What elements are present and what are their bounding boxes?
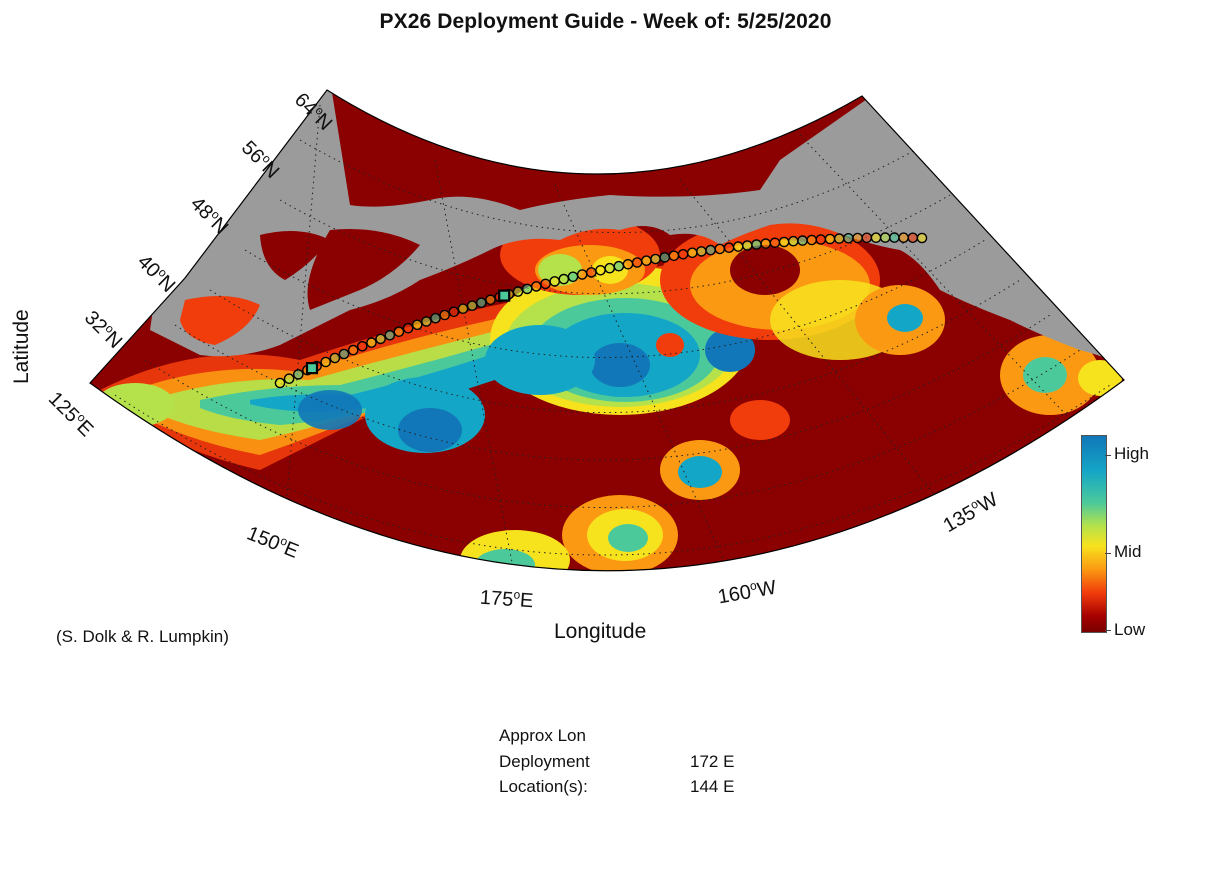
deployment-heading: Approx Lon xyxy=(499,726,586,745)
graticule xyxy=(114,104,1111,571)
track-point xyxy=(843,232,854,244)
ship-track xyxy=(274,232,928,389)
track-point xyxy=(677,248,689,260)
track-point xyxy=(861,232,873,244)
track-point xyxy=(292,369,304,380)
track-point xyxy=(916,232,928,244)
track-point xyxy=(375,333,386,345)
track-point xyxy=(604,262,616,274)
track-point xyxy=(466,300,478,312)
colorbar-tick-high xyxy=(1105,455,1111,456)
deployment-label-1: Deployment xyxy=(499,751,590,771)
track-point xyxy=(439,309,451,321)
colorbar xyxy=(1081,435,1107,633)
page-title: PX26 Deployment Guide - Week of: 5/25/20… xyxy=(379,10,832,33)
track-point xyxy=(283,373,295,385)
track-point xyxy=(512,286,524,297)
track-point xyxy=(696,246,707,257)
track-point xyxy=(448,306,460,318)
deployment-marker-172e xyxy=(498,289,511,302)
track-point xyxy=(742,240,753,251)
colorbar-label-mid: Mid xyxy=(1114,542,1142,561)
track-point xyxy=(907,232,919,244)
track-point xyxy=(274,377,286,389)
track-point xyxy=(558,273,570,285)
track-point xyxy=(411,319,423,331)
track-point xyxy=(540,278,551,290)
track-point xyxy=(760,238,772,249)
track-point xyxy=(788,235,799,247)
y-axis-label: Latitude xyxy=(10,309,33,384)
track-point xyxy=(852,232,863,244)
track-point xyxy=(687,247,698,259)
track-point xyxy=(815,234,827,245)
track-point xyxy=(631,257,643,268)
deployment-location-1: 172 E xyxy=(690,751,735,771)
land-layer xyxy=(150,90,1124,380)
track-point xyxy=(806,234,818,246)
track-point xyxy=(833,233,845,244)
track-point xyxy=(898,232,909,243)
track-point xyxy=(402,322,414,334)
track-point xyxy=(751,239,762,250)
track-point xyxy=(384,329,396,341)
track-point xyxy=(659,252,671,263)
map-frame xyxy=(89,89,1125,572)
deployment-label-2: Location(s): xyxy=(499,777,588,796)
track-point xyxy=(705,244,716,256)
track-point xyxy=(356,340,368,352)
track-point xyxy=(421,316,432,327)
track-point xyxy=(889,232,900,243)
track-point xyxy=(366,337,377,348)
track-point xyxy=(650,253,661,265)
track-point xyxy=(347,344,359,356)
colorbar-label-high: High xyxy=(1114,444,1149,463)
track-point xyxy=(824,233,836,245)
track-point xyxy=(797,235,808,246)
track-point xyxy=(393,326,405,338)
track-point xyxy=(576,269,588,280)
track-point xyxy=(521,283,533,295)
track-point xyxy=(870,232,882,243)
track-point xyxy=(769,237,781,249)
track-point xyxy=(778,236,790,248)
lon-tick-175e: 175oE xyxy=(479,586,535,613)
track-point xyxy=(567,271,579,283)
track-point xyxy=(622,258,634,270)
track-point xyxy=(549,276,561,287)
colorbar-label-low: Low xyxy=(1114,620,1146,639)
track-point xyxy=(338,348,350,360)
track-point xyxy=(586,267,597,278)
field-layer xyxy=(95,215,1122,571)
track-point xyxy=(668,250,680,262)
track-point xyxy=(329,352,341,364)
colorbar-tick-low xyxy=(1105,630,1111,631)
track-point xyxy=(714,243,726,255)
track-point xyxy=(723,242,735,253)
colorbar-tick-mid xyxy=(1105,553,1111,554)
track-point xyxy=(732,241,744,252)
track-point xyxy=(485,294,496,306)
credit-text: (S. Dolk & R. Lumpkin) xyxy=(56,627,229,646)
track-point xyxy=(613,260,625,272)
track-point xyxy=(430,312,441,324)
track-point xyxy=(475,297,487,309)
track-point xyxy=(320,356,332,368)
deployment-marker-144e xyxy=(305,362,319,375)
deployment-info: Approx Lon Deployment 172 E Location(s): 1… xyxy=(499,723,734,800)
track-point xyxy=(641,255,652,267)
x-axis-label: Longitude xyxy=(554,620,647,643)
track-point xyxy=(595,264,606,276)
deployment-location-2: 144 E xyxy=(690,777,735,796)
track-point xyxy=(457,303,469,315)
track-point xyxy=(531,281,542,292)
track-point xyxy=(879,232,891,243)
